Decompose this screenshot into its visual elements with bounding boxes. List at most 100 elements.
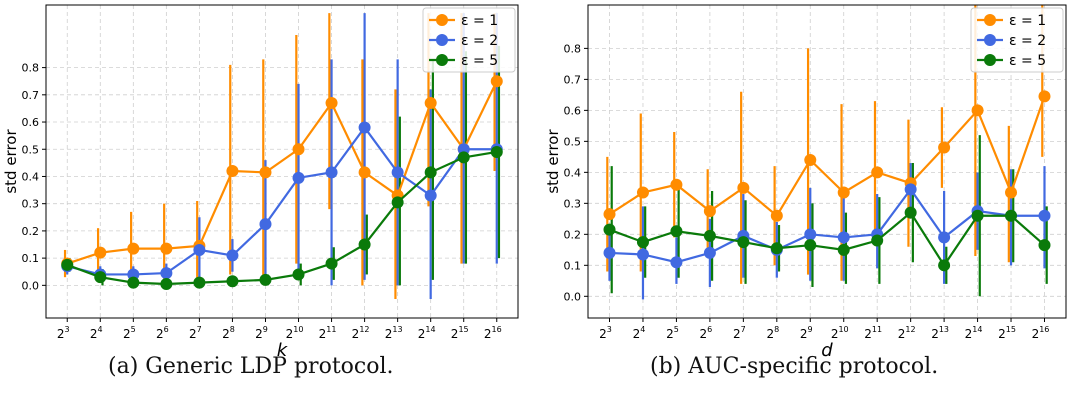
legend-marker [984,14,996,26]
x-tick-label: 210 [286,325,304,341]
chart-auc-specific: 0.0 0.1 0.2 0.3 0.4 0.5 0.6 0.7 0.8 23 24 25 26 27 28 2… [544,4,1067,361]
data-point [160,242,173,255]
data-point [670,225,683,238]
data-point [490,145,503,158]
y-axis-label: std error [2,129,20,194]
x-tick-label: 24 [633,325,646,341]
legend-marker [984,54,996,66]
data-point [938,259,951,272]
legend-marker [436,34,448,46]
data-point [127,276,140,289]
y-tick-label: 0.3 [22,198,40,211]
x-tick-label: 24 [90,325,103,341]
data-point [325,166,338,179]
y-tick-label: 0.7 [22,89,40,102]
data-point [703,229,716,242]
data-point [603,223,616,236]
data-point [703,246,716,259]
plot-frame [587,4,1067,319]
legend-label: ε = 5 [1009,53,1046,69]
data-point [424,166,437,179]
data-point [226,165,239,178]
x-tick-label: 213 [931,325,949,341]
data-point [837,186,850,199]
x-tick-label: 216 [1032,325,1050,341]
x-tick-label: 23 [599,325,612,341]
data-point [160,277,173,290]
data-point [325,96,338,109]
x-axis-label: k [277,340,289,361]
data-point [971,209,984,222]
data-point [193,276,206,289]
data-point [259,273,272,286]
x-tick-label: 212 [898,325,916,341]
x-tick-label: 25 [666,325,679,341]
y-tick-label: 0.8 [22,62,40,75]
x-tick-label: 215 [998,325,1016,341]
legend-label: ε = 1 [1009,13,1046,29]
data-point [457,151,470,164]
legend-marker [436,14,448,26]
data-point [737,236,750,249]
data-point [703,205,716,218]
data-point [391,196,404,209]
y-tick-label: 0.0 [22,279,40,292]
x-tick-label: 214 [418,325,436,341]
plot-frame [45,4,519,319]
y-tick-label: 0.3 [564,197,582,210]
x-tick-label: 211 [319,325,337,341]
data-point [770,242,783,255]
data-point [1038,239,1051,252]
caption-b: (b) AUC-specific protocol. [650,354,939,379]
data-point [804,228,817,241]
y-tick-label: 0.1 [564,259,582,272]
data-point [490,75,503,88]
data-point [837,231,850,244]
x-tick-label: 28 [222,325,235,341]
data-point [391,166,404,179]
data-point [670,256,683,269]
y-tick-label: 0.0 [564,290,582,303]
data-point [358,121,371,134]
y-tick-label: 0.5 [22,143,40,156]
legend-label: ε = 2 [1009,33,1046,49]
x-tick-label: 216 [484,325,502,341]
data-point [160,267,173,280]
data-point [1038,209,1051,222]
data-point [603,246,616,259]
data-point [424,189,437,202]
series-line [608,96,1046,218]
x-tick-label: 26 [700,325,713,341]
data-point [259,218,272,231]
x-tick-label: 210 [831,325,849,341]
data-point [358,166,371,179]
y-tick-label: 0.4 [22,170,40,183]
y-tick-label: 0.7 [564,73,582,86]
data-point [804,239,817,252]
y-tick-label: 0.2 [22,225,40,238]
data-point [1005,209,1018,222]
y-tick-label: 0.6 [22,116,40,129]
data-point [292,143,305,156]
x-tick-label: 27 [733,325,746,341]
data-point [603,208,616,221]
data-point [904,206,917,219]
data-point [971,104,984,117]
data-point [226,275,239,288]
legend-label: ε = 1 [461,13,498,29]
data-point [904,183,917,196]
y-axis-label: std error [544,129,562,194]
x-tick-label: 28 [766,325,779,341]
x-tick-label: 213 [385,325,403,341]
x-tick-label: 215 [451,325,469,341]
data-point [1038,90,1051,103]
x-tick-label: 214 [965,325,983,341]
data-point [424,96,437,109]
legend-marker [984,34,996,46]
data-point [938,141,951,154]
data-point [94,271,107,284]
y-tick-label: 0.4 [564,166,582,179]
y-tick-label: 0.2 [564,228,582,241]
x-tick-label: 25 [123,325,136,341]
